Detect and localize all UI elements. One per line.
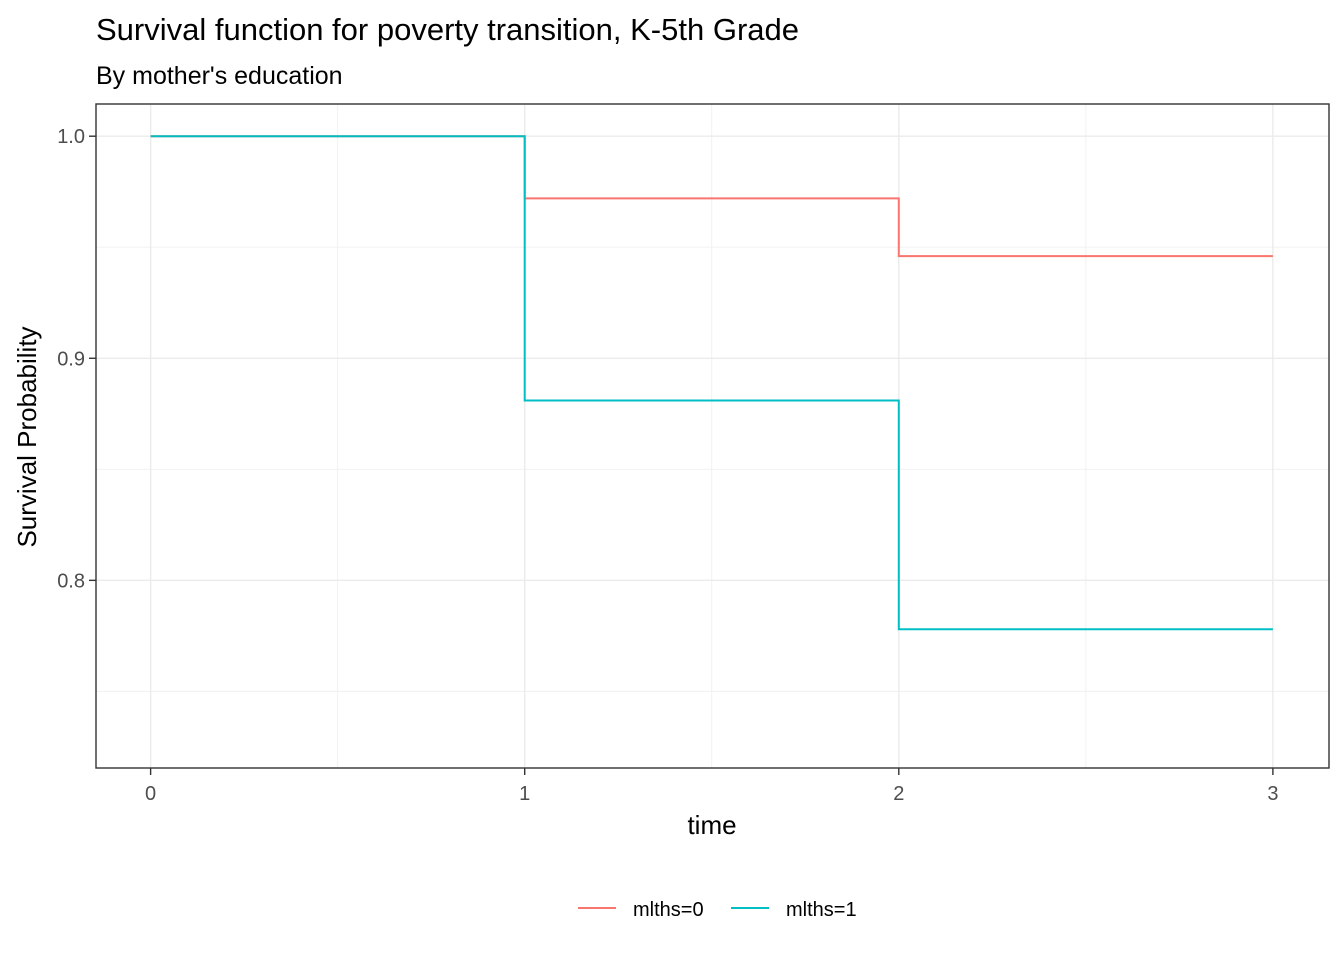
y-tick-label: 0.8	[57, 570, 85, 592]
x-tick-label: 3	[1267, 783, 1278, 805]
plot-panel-border	[95, 103, 1330, 769]
series-layer	[150, 135, 1273, 631]
y-tick-label: 1.0	[57, 126, 85, 148]
legend-label-mlths-1: mlths=1	[786, 899, 857, 921]
y-axis-title: Survival Probability	[12, 326, 42, 547]
x-tick-label: 1	[519, 783, 530, 805]
chart-title: Survival function for poverty transition…	[96, 12, 799, 47]
legend-label-mlths-0: mlths=0	[633, 899, 704, 921]
y-tick-label: 0.9	[57, 348, 85, 370]
grid-layer	[96, 104, 1329, 768]
legend: mlths=0 mlths=1	[578, 899, 857, 921]
series-line-mlths-1	[150, 135, 1273, 631]
x-tick-label: 0	[145, 783, 156, 805]
x-tick-label: 2	[893, 783, 904, 805]
chart-subtitle: By mother's education	[96, 62, 343, 90]
x-axis-title: time	[687, 810, 736, 840]
axis-layer: 0 1 2 3 0.8 0.9 1.0	[57, 126, 1278, 805]
plot-panel	[96, 104, 1329, 768]
